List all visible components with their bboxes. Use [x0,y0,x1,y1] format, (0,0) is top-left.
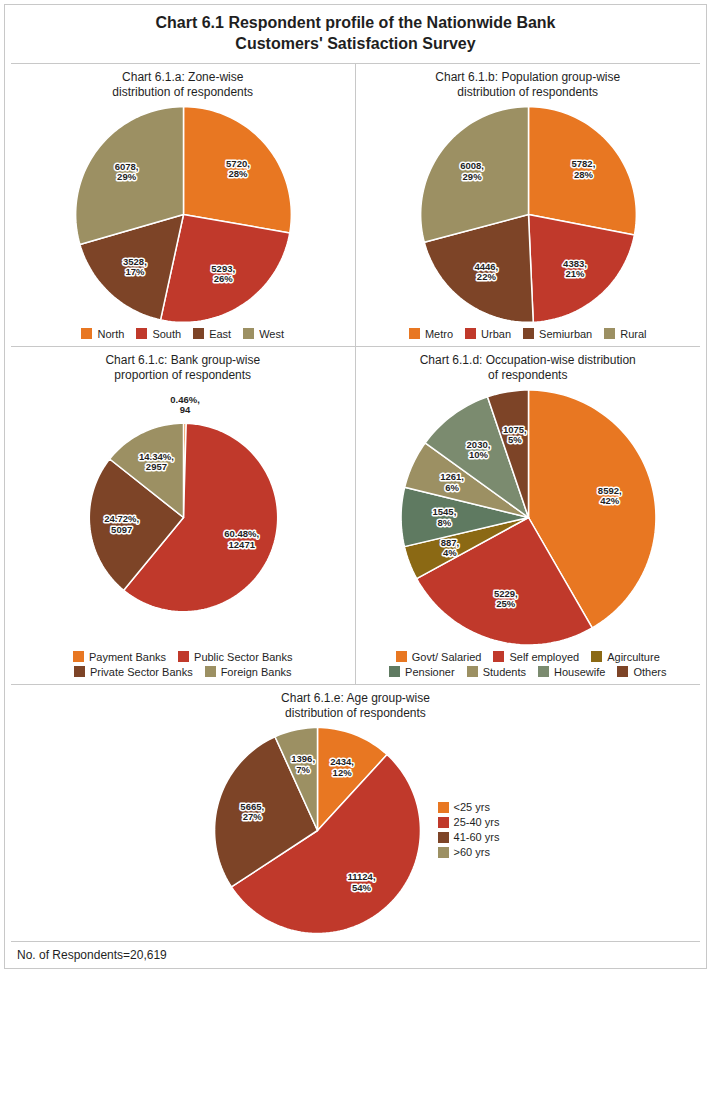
html-text:East: East [209,327,232,340]
svg-text:5720,28%: 5720,28% [226,157,250,178]
svg-text:0.46%,94: 0.46%,94 [170,393,200,414]
svg-text:1075,5%: 1075,5% [503,423,527,444]
svg-text:1261,6%: 1261,6% [440,471,464,492]
svg-text:5293,26%: 5293,26% [211,262,235,283]
html-text:Rural: Rural [620,327,647,340]
html-text:Payment Banks: Payment Banks [89,650,166,663]
svg-text:14.34%,2957: 14.34%,2957 [139,450,174,471]
html-text:Chart 6.1.b: Population group-: Chart 6.1.b: Population group-wise distr… [435,69,621,99]
html-text:Self employed: Self employed [509,650,580,663]
html-text:West: West [259,327,284,340]
html-text:No. of Respondents=20,619: No. of Respondents=20,619 [17,947,167,962]
svg-text:887,4%: 887,4% [440,536,459,557]
svg-text:6008,29%: 6008,29% [460,160,484,181]
html-text:Agirculture: Agirculture [607,650,660,663]
html-text:Metro: Metro [425,327,454,340]
html-text:Housewife: Housewife [554,665,606,678]
html-text:Pensioner: Pensioner [405,665,455,678]
html-text:<25 yrs: <25 yrs [453,801,490,814]
html-text:Others: Others [633,665,667,678]
html-text:Urban: Urban [481,327,511,340]
html-text:Chart 6.1.d: Occupation-wise d: Chart 6.1.d: Occupation-wise distributio… [419,352,636,382]
html-text:North: North [97,327,125,340]
html-text:Public Sector Banks: Public Sector Banks [194,650,293,663]
html-text:Chart 6.1.c: Bank group-wise p: Chart 6.1.c: Bank group-wise proportion … [105,352,261,382]
svg-text:24.72%,5097: 24.72%,5097 [104,513,139,534]
html-text:Students: Students [482,665,526,678]
html-text:>60 yrs: >60 yrs [453,846,490,859]
html-text:25-40 yrs: 25-40 yrs [453,816,500,829]
svg-text:11124,54%: 11124,54% [347,871,375,892]
svg-text:6078,29%: 6078,29% [114,160,138,181]
svg-text:4446,22%: 4446,22% [474,261,498,282]
svg-text:8592,42%: 8592,42% [598,484,622,505]
html-text:Private Sector Banks: Private Sector Banks [89,665,193,678]
svg-text:1396,7%: 1396,7% [291,753,315,774]
html-text:Govt/ Salaried: Govt/ Salaried [411,650,482,663]
html-text:Chart 6.1 Respondent profile o: Chart 6.1 Respondent profile of the Nati… [155,14,556,52]
svg-text:5665,27%: 5665,27% [240,800,264,821]
html-text:Chart 6.1.a: Zone-wise distrib: Chart 6.1.a: Zone-wise distribution of r… [112,69,254,99]
html-text:41-60 yrs: 41-60 yrs [453,831,500,844]
svg-text:2434,12%: 2434,12% [330,756,354,777]
svg-text:5229,25%: 5229,25% [494,587,518,608]
svg-text:3528,17%: 3528,17% [123,255,147,276]
html-text:Semiurban: Semiurban [539,327,593,340]
svg-text:60.48%,12471: 60.48%,12471 [224,528,259,549]
html-text:Foreign Banks: Foreign Banks [220,665,292,678]
html-text:South: South [152,327,182,340]
svg-text:2030,10%: 2030,10% [466,439,490,460]
svg-text:5782,28%: 5782,28% [571,158,595,179]
html-text:Chart 6.1.e: Age group-wise di: Chart 6.1.e: Age group-wise distribution… [281,690,430,720]
svg-text:1545,8%: 1545,8% [432,506,456,527]
svg-text:4383,21%: 4383,21% [563,257,587,278]
